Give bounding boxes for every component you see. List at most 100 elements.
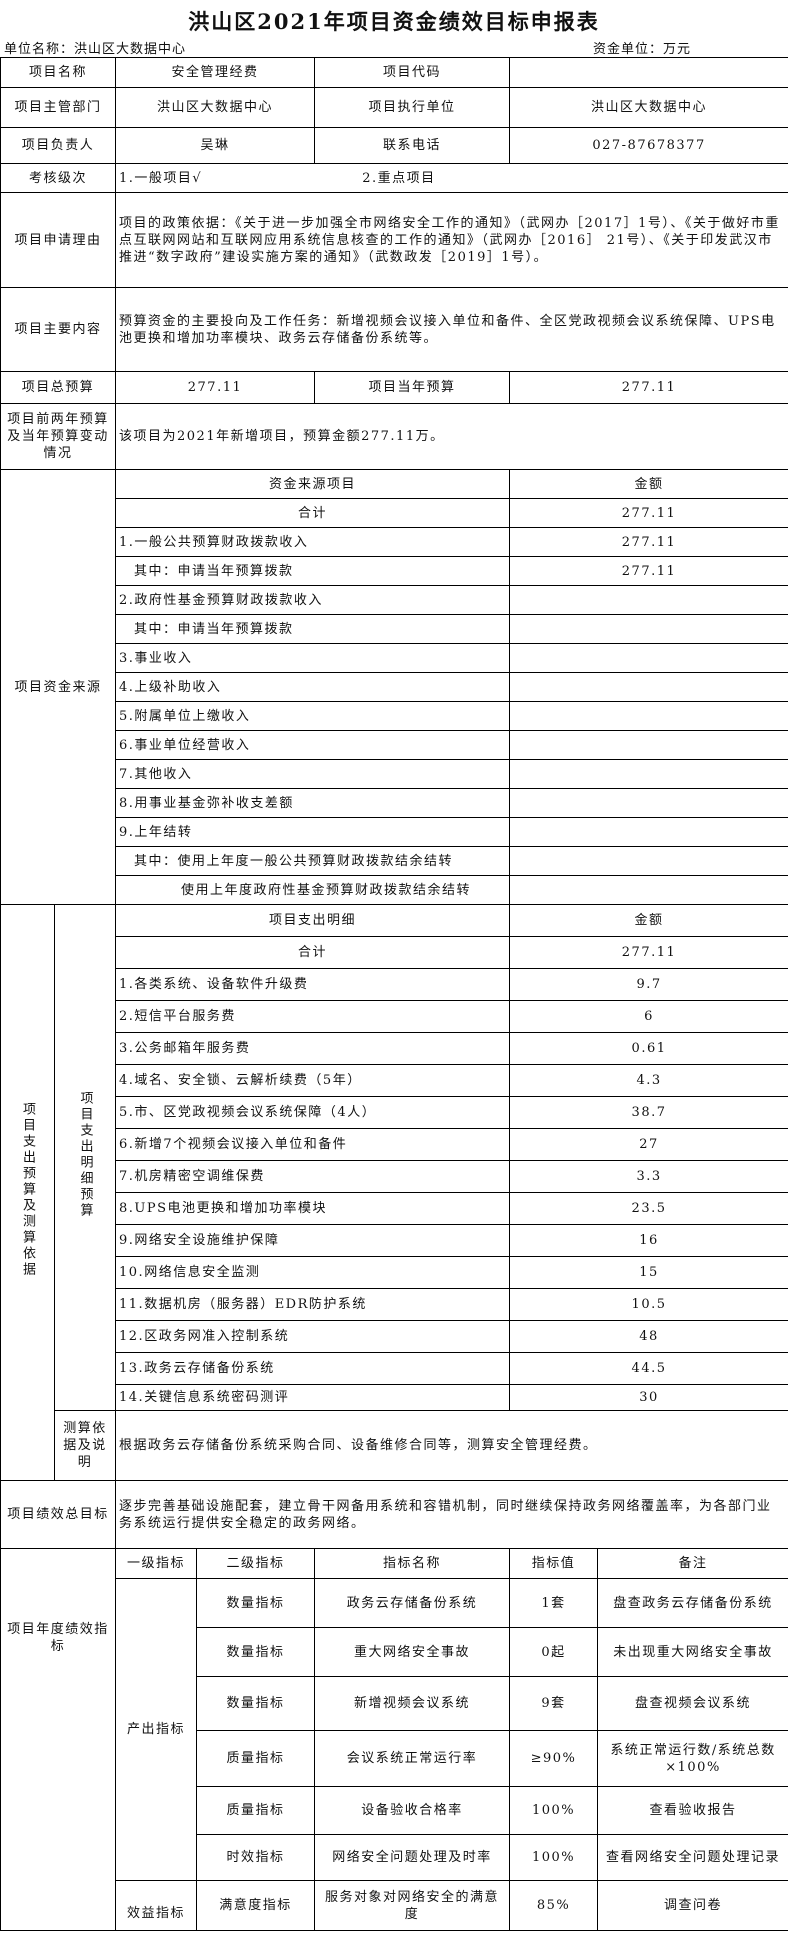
table-row: 5.附属单位上缴收入	[1, 701, 788, 731]
table-row: 7.机房精密空调维保费 3.3	[1, 1160, 788, 1193]
indicator-value: 9套	[509, 1676, 599, 1731]
funding-item: 7.其他收入	[115, 759, 511, 789]
expenditure-amount: 4.3	[509, 1064, 788, 1097]
expenditure-amount: 38.7	[509, 1096, 788, 1129]
table-row: 8.用事业基金弥补收支差额	[1, 788, 788, 818]
table-row: 时效指标 网络安全问题处理及时率 100% 查看网络安全问题处理记录	[1, 1834, 788, 1881]
level-options: 1.一般项目√ 2.重点项目	[115, 163, 788, 193]
table-row: 产出指标 数量指标 政务云存储备份系统 1套 盘查政务云存储备份系统	[1, 1578, 788, 1881]
funding-amount	[509, 846, 788, 876]
indicator-value: 100%	[509, 1834, 599, 1881]
change: 该项目为2021年新增项目，预算金额277.11万。	[115, 403, 788, 470]
expenditure-item: 13.政务云存储备份系统	[115, 1352, 511, 1385]
funding-item: 使用上年度政府性基金预算财政拨款结余结转	[115, 875, 511, 905]
indicator-note: 盘查政务云存储备份系统	[597, 1578, 788, 1628]
expenditure-item: 2.短信平台服务费	[115, 1000, 511, 1033]
indicator-value: 100%	[509, 1786, 599, 1835]
table-row: 14.关键信息系统密码测评 30	[1, 1384, 788, 1411]
expenditure-item: 1.各类系统、设备软件升级费	[115, 968, 511, 1001]
expenditure-amount: 30	[509, 1384, 788, 1411]
table-row: 其中：申请当年预算拨款 277.11	[1, 556, 788, 586]
funding-amount: 277.11	[509, 527, 788, 557]
funding-amount: 277.11	[509, 498, 788, 528]
funding-item: 合计	[115, 498, 511, 528]
indicator-level2: 质量指标	[196, 1730, 316, 1787]
basis-label: 测算依据及说明	[53, 1410, 117, 1481]
funding-item: 6.事业单位经营收入	[115, 730, 511, 760]
expenditure-item: 3.公务邮箱年服务费	[115, 1032, 511, 1065]
indicator-note: 未出现重大网络安全事故	[597, 1627, 788, 1677]
indicator-name: 设备验收合格率	[314, 1786, 511, 1835]
indicator-header: 指标值	[509, 1548, 599, 1579]
expenditure-amount: 277.11	[509, 936, 788, 969]
indicator-value: 0起	[509, 1627, 599, 1677]
expenditure-item: 6.新增7个视频会议接入单位和备件	[115, 1128, 511, 1161]
funding-item: 5.附属单位上缴收入	[115, 701, 511, 731]
indicator-value: 1套	[509, 1578, 599, 1628]
table-row: 12.区政务网准入控制系统 48	[1, 1320, 788, 1353]
indicators-label: 项目年度绩效指标	[0, 1548, 117, 1931]
table-row: 7.其他收入	[1, 759, 788, 789]
funding-header-amount: 金额	[509, 469, 788, 499]
table-row: 2.短信平台服务费 6	[1, 1000, 788, 1033]
indicator-level2: 质量指标	[196, 1786, 316, 1835]
indicator-header: 备注	[597, 1548, 788, 1579]
table-row: 11.数据机房（服务器）EDR防护系统 10.5	[1, 1288, 788, 1321]
expenditure-amount: 6	[509, 1000, 788, 1033]
level1-benefit: 效益指标	[115, 1880, 198, 1931]
table-row: 4.域名、安全锁、云解析续费（5年） 4.3	[1, 1064, 788, 1097]
total-budget-label: 项目总预算	[0, 371, 117, 404]
expenditure-amount: 15	[509, 1256, 788, 1289]
content: 预算资金的主要投向及工作任务：新增视频会议接入单位和备件、全区党政视频会议系统保…	[115, 287, 788, 372]
table-row: 使用上年度政府性基金预算财政拨款结余结转	[1, 875, 788, 905]
exec: 洪山区大数据中心	[509, 87, 788, 128]
basis: 根据政务云存储备份系统采购合同、设备维修合同等，测算安全管理经费。	[115, 1410, 788, 1481]
goal-label: 项目绩效总目标	[0, 1480, 117, 1549]
indicator-name: 会议系统正常运行率	[314, 1730, 511, 1787]
dept: 洪山区大数据中心	[115, 87, 316, 128]
table-row: 5.市、区党政视频会议系统保障（4人） 38.7	[1, 1096, 788, 1129]
expenditure-header-amount: 金额	[509, 904, 788, 937]
funding-item: 8.用事业基金弥补收支差额	[115, 788, 511, 818]
expenditure-amount: 10.5	[509, 1288, 788, 1321]
indicator-level2: 时效指标	[196, 1834, 316, 1881]
expenditure-item: 9.网络安全设施维护保障	[115, 1224, 511, 1257]
expenditure-header-item: 项目支出明细	[115, 904, 511, 937]
funding-amount	[509, 788, 788, 818]
indicator-name: 政务云存储备份系统	[314, 1578, 511, 1628]
table-row: 9.上年结转	[1, 817, 788, 847]
indicator-header: 指标名称	[314, 1548, 511, 1579]
table-row: 合计 277.11	[1, 498, 788, 528]
indicator-value: ≥90%	[509, 1730, 599, 1787]
year-budget: 277.11	[509, 371, 788, 404]
level1-output: 产出指标	[115, 1578, 198, 1881]
exec-label: 项目执行单位	[314, 87, 511, 128]
funding-amount	[509, 614, 788, 644]
funding-item: 2.政府性基金预算财政拨款收入	[115, 585, 511, 615]
expenditure-amount: 23.5	[509, 1192, 788, 1225]
indicator-level2: 数量指标	[196, 1627, 316, 1677]
expenditure-item: 14.关键信息系统密码测评	[115, 1384, 511, 1411]
table-row: 效益指标 满意度指标 服务对象对网络安全的满意度 85% 调查问卷	[1, 1880, 788, 1931]
expenditure-amount: 44.5	[509, 1352, 788, 1385]
unit-name: 单位名称：洪山区大数据中心	[4, 42, 187, 57]
funding-header-item: 资金来源项目	[115, 469, 511, 499]
expenditure-amount: 0.61	[509, 1032, 788, 1065]
indicator-note: 查看验收报告	[597, 1786, 788, 1835]
table-row: 数量指标 新增视频会议系统 9套 盘查视频会议系统	[1, 1676, 788, 1731]
funding-amount	[509, 875, 788, 905]
indicator-note: 调查问卷	[597, 1880, 788, 1931]
reason: 项目的政策依据：《关于进一步加强全市网络安全工作的通知》（武网办［2017］1号…	[115, 192, 788, 288]
performance-table: 项目名称 安全管理经费 项目代码 项目主管部门 洪山区大数据中心 项目执行单位 …	[0, 57, 788, 1931]
dept-label: 项目主管部门	[0, 87, 117, 128]
expenditure-label: 项目支出预算及测算依据	[0, 904, 55, 1481]
funding-amount	[509, 643, 788, 673]
expenditure-item: 12.区政务网准入控制系统	[115, 1320, 511, 1353]
expenditure-item: 11.数据机房（服务器）EDR防护系统	[115, 1288, 511, 1321]
expenditure-item: 5.市、区党政视频会议系统保障（4人）	[115, 1096, 511, 1129]
goal-text: 逐步完善基础设施配套，建立骨干网备用系统和容错机制，同时继续保持政务网络覆盖率，…	[115, 1480, 788, 1549]
indicator-note: 查看网络安全问题处理记录	[597, 1834, 788, 1881]
funding-item: 其中：申请当年预算拨款	[115, 556, 511, 586]
project-code-label: 项目代码	[314, 57, 511, 88]
table-row: 质量指标 会议系统正常运行率 ≥90% 系统正常运行数/系统总数×100%	[1, 1730, 788, 1787]
